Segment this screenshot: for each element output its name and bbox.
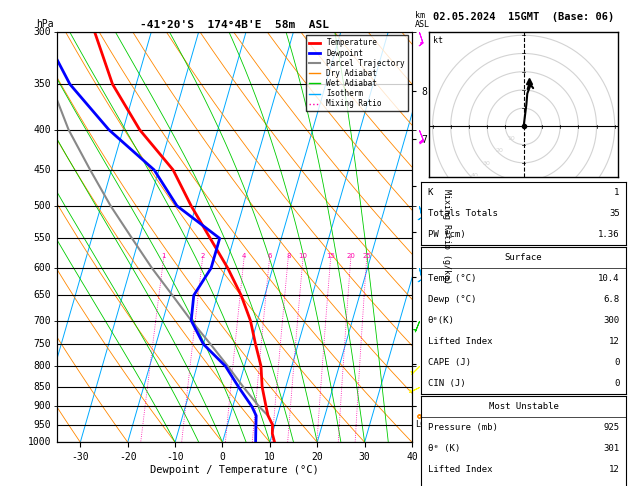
Text: PW (cm): PW (cm) — [428, 230, 465, 239]
Text: 10: 10 — [299, 254, 308, 260]
Text: 10.4: 10.4 — [598, 274, 620, 283]
Text: CAPE (J): CAPE (J) — [428, 358, 470, 367]
Text: 15: 15 — [326, 254, 335, 260]
Text: 12: 12 — [609, 337, 620, 346]
Text: 1000: 1000 — [28, 437, 52, 447]
Text: 950: 950 — [34, 420, 52, 430]
Text: Pressure (mb): Pressure (mb) — [428, 423, 498, 432]
Text: K: K — [428, 188, 433, 197]
Text: 4: 4 — [242, 254, 247, 260]
Text: 750: 750 — [34, 339, 52, 349]
Text: 900: 900 — [34, 401, 52, 411]
Text: Surface: Surface — [505, 253, 542, 262]
Legend: Temperature, Dewpoint, Parcel Trajectory, Dry Adiabat, Wet Adiabat, Isotherm, Mi: Temperature, Dewpoint, Parcel Trajectory… — [306, 35, 408, 111]
Text: Lifted Index: Lifted Index — [428, 465, 492, 474]
Text: Lifted Index: Lifted Index — [428, 337, 492, 346]
Text: 25: 25 — [362, 254, 371, 260]
Text: 10: 10 — [508, 136, 515, 141]
Text: θᵉ(K): θᵉ(K) — [428, 316, 454, 325]
Text: 35: 35 — [609, 209, 620, 218]
Text: 20: 20 — [347, 254, 355, 260]
Text: 30: 30 — [483, 160, 491, 166]
Text: 40: 40 — [470, 173, 479, 178]
Text: 350: 350 — [34, 79, 52, 89]
Text: 500: 500 — [34, 201, 52, 211]
Text: kt: kt — [433, 36, 443, 45]
Text: 0: 0 — [615, 358, 620, 367]
Text: 12: 12 — [609, 465, 620, 474]
Text: 1: 1 — [162, 254, 166, 260]
Text: hPa: hPa — [36, 19, 53, 29]
Text: 450: 450 — [34, 165, 52, 175]
Text: 8: 8 — [286, 254, 291, 260]
Text: 02.05.2024  15GMT  (Base: 06): 02.05.2024 15GMT (Base: 06) — [433, 12, 615, 22]
Text: 301: 301 — [604, 444, 620, 453]
X-axis label: Dewpoint / Temperature (°C): Dewpoint / Temperature (°C) — [150, 465, 319, 475]
Text: Mixing Ratio (g/kg): Mixing Ratio (g/kg) — [442, 190, 451, 284]
Text: 650: 650 — [34, 290, 52, 300]
Text: 6: 6 — [267, 254, 272, 260]
Text: Most Unstable: Most Unstable — [489, 402, 559, 411]
Text: LCL: LCL — [416, 420, 430, 429]
Text: 2: 2 — [201, 254, 205, 260]
Text: 600: 600 — [34, 263, 52, 273]
Text: 300: 300 — [34, 27, 52, 36]
Text: -41°20'S  174°4B'E  58m  ASL: -41°20'S 174°4B'E 58m ASL — [140, 19, 329, 30]
Text: km
ASL: km ASL — [415, 11, 430, 29]
Text: 850: 850 — [34, 382, 52, 392]
Text: Dewp (°C): Dewp (°C) — [428, 295, 476, 304]
Text: 800: 800 — [34, 361, 52, 371]
Text: 0: 0 — [615, 379, 620, 388]
Text: 400: 400 — [34, 125, 52, 135]
Text: 6.8: 6.8 — [604, 295, 620, 304]
Text: CIN (J): CIN (J) — [428, 379, 465, 388]
Text: 700: 700 — [34, 315, 52, 326]
Text: Totals Totals: Totals Totals — [428, 209, 498, 218]
Text: Temp (°C): Temp (°C) — [428, 274, 476, 283]
Text: 1: 1 — [615, 188, 620, 197]
Text: 925: 925 — [604, 423, 620, 432]
Text: 550: 550 — [34, 233, 52, 243]
Text: θᵉ (K): θᵉ (K) — [428, 444, 460, 453]
Text: 300: 300 — [604, 316, 620, 325]
Text: 20: 20 — [495, 148, 503, 154]
Text: 1.36: 1.36 — [598, 230, 620, 239]
